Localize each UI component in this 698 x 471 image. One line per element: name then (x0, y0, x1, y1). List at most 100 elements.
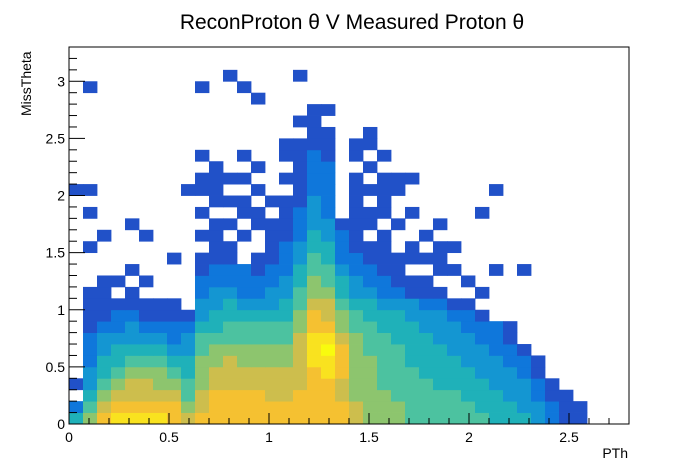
y-axis-label: MissTheta (18, 51, 34, 116)
heatmap-cell (405, 344, 420, 356)
heatmap-cell (433, 252, 448, 265)
heatmap-cell (195, 344, 210, 356)
heatmap-cell (517, 389, 532, 402)
heatmap-cell (419, 298, 434, 311)
heatmap-cell (391, 184, 406, 196)
heatmap-cell (321, 161, 336, 174)
heatmap-cell (447, 321, 462, 333)
heatmap-cell (265, 195, 280, 208)
heatmap-cell (223, 252, 238, 265)
heatmap-cell (321, 195, 336, 208)
heatmap-cell (377, 309, 392, 322)
heatmap-cell (321, 389, 336, 402)
heatmap-cell (153, 298, 168, 311)
heatmap-cell (419, 389, 434, 402)
heatmap-cell (251, 92, 266, 105)
heatmap-cell (97, 229, 112, 242)
heatmap-cell (461, 378, 476, 391)
heatmap-cell (321, 412, 336, 425)
heatmap-cell (251, 161, 266, 174)
heatmap-cell (307, 252, 322, 265)
heatmap-cell (307, 104, 322, 116)
heatmap-cell (237, 366, 252, 379)
heatmap-cell (475, 389, 490, 402)
heatmap-cell (321, 252, 336, 265)
heatmap-cell (349, 218, 364, 231)
heatmap-cell (391, 332, 406, 345)
heatmap-cell (111, 321, 126, 333)
heatmap-cell (251, 184, 266, 196)
heatmap-cell (83, 344, 98, 356)
heatmap-cell (209, 355, 224, 368)
heatmap-cell (307, 195, 322, 208)
heatmap-cell (405, 298, 420, 311)
heatmap-cell (475, 321, 490, 333)
heatmap-cell (307, 366, 322, 379)
heatmap-cell (279, 229, 294, 242)
heatmap-cell (517, 344, 532, 356)
heatmap-cell (125, 321, 140, 333)
heatmap-cell (167, 366, 182, 379)
heatmap-cell (237, 332, 252, 345)
heatmap-cell (251, 401, 266, 413)
heatmap-cell (391, 378, 406, 391)
heatmap-cell (265, 298, 280, 311)
heatmap-cell (405, 321, 420, 333)
heatmap-cell (83, 206, 98, 219)
heatmap-cell (419, 378, 434, 391)
heatmap-cell (237, 378, 252, 391)
heatmap-cell (363, 389, 378, 402)
heatmap-cell (433, 241, 448, 254)
heatmap-cell (251, 332, 266, 345)
heatmap-cell (419, 355, 434, 368)
heatmap-cell (349, 252, 364, 265)
heatmap-cell (293, 252, 308, 265)
heatmap-cell (335, 366, 350, 379)
heatmap-cell (125, 344, 140, 356)
heatmap-cell (83, 401, 98, 413)
heatmap-cell (279, 206, 294, 219)
heatmap-cell (447, 264, 462, 276)
heatmap-cell (335, 332, 350, 345)
heatmap-cell (237, 206, 252, 219)
heatmap-cell (335, 321, 350, 333)
heatmap-cell (419, 275, 434, 288)
heatmap-cell (237, 412, 252, 425)
heatmap-cell (181, 378, 196, 391)
heatmap-cell (195, 332, 210, 345)
heatmap-cell (223, 218, 238, 231)
heatmap-cell (503, 401, 518, 413)
heatmap-cell (293, 264, 308, 276)
axes (68, 46, 630, 425)
heatmap-cell (377, 355, 392, 368)
y-tick-label: 0.5 (46, 359, 66, 375)
heatmap-cell (321, 286, 336, 299)
heatmap-cell (83, 241, 98, 254)
heatmap-cell (265, 389, 280, 402)
y-tick-label: 1.5 (46, 245, 66, 261)
heatmap-cell (209, 252, 224, 265)
heatmap-cell (349, 389, 364, 402)
heatmap-cell (209, 195, 224, 208)
heatmap-cell (167, 298, 182, 311)
heatmap-cell (167, 389, 182, 402)
heatmap-cell (475, 309, 490, 322)
heatmap-cell (321, 229, 336, 242)
heatmap-cell (489, 264, 504, 276)
heatmap-cell (209, 401, 224, 413)
heatmap-cell (419, 252, 434, 265)
heatmap-cell (405, 309, 420, 322)
heatmap-cell (321, 401, 336, 413)
heatmap-cell (349, 172, 364, 185)
heatmap-cell (433, 389, 448, 402)
heatmap-cell (447, 355, 462, 368)
heatmap-cell (349, 412, 364, 425)
heatmap-cell (223, 264, 238, 276)
heatmap-cell (251, 298, 266, 311)
heatmap-cell (223, 344, 238, 356)
heatmap-cell (405, 275, 420, 288)
heatmap-cell (293, 206, 308, 219)
heatmap-cell (265, 401, 280, 413)
heatmap-cell (489, 355, 504, 368)
heatmap-cell (265, 412, 280, 425)
